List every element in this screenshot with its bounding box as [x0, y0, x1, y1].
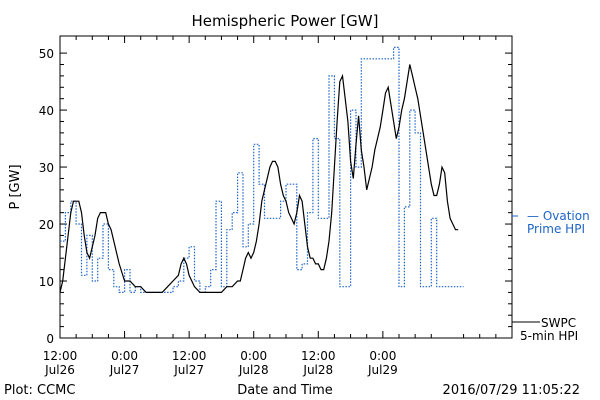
legend-ovation-line2: Prime HPI — [527, 222, 585, 236]
series-swpc-hpi-line — [59, 64, 459, 293]
x-tick-label-date: Jul29 — [367, 363, 398, 377]
x-axis-ticks: 12:00Jul260:00Jul2712:00Jul270:00Jul2812… — [43, 36, 497, 377]
x-tick-label-time: 12:00 — [43, 349, 78, 363]
x-tick-label-date: Jul27 — [173, 363, 204, 377]
y-axis-label: P [GW] — [8, 164, 23, 209]
y-tick-label: 30 — [39, 161, 54, 175]
plot-frame — [59, 35, 513, 339]
y-tick-label: 40 — [39, 104, 54, 118]
y-tick-label: 0 — [46, 332, 54, 346]
chart-title: Hemispheric Power [GW] — [192, 12, 379, 30]
x-tick-label-time: 0:00 — [240, 349, 267, 363]
y-tick-label: 10 — [39, 275, 54, 289]
y-tick-label: 50 — [39, 47, 54, 61]
x-tick-label-date: Jul28 — [302, 363, 333, 377]
x-tick-label-date: Jul27 — [109, 363, 140, 377]
legend-ovation-line1: — Ovation — [527, 209, 590, 223]
x-tick-label-date: Jul26 — [44, 363, 75, 377]
footer-plot-source: Plot: CCMC — [4, 383, 75, 398]
y-tick-label: 20 — [39, 218, 54, 232]
series-layer — [59, 46, 464, 293]
x-tick-label-time: 0:00 — [369, 349, 396, 363]
legend-swpc-line2: 5-min HPI — [520, 329, 578, 343]
x-tick-label-date: Jul28 — [238, 363, 269, 377]
x-tick-label-time: 0:00 — [111, 349, 138, 363]
x-axis-label: Date and Time — [237, 383, 333, 398]
x-tick-label-time: 12:00 — [301, 349, 336, 363]
y-axis-ticks: 0 10 20 30 40 50 — [39, 47, 512, 346]
footer-timestamp: 2016/07/29 11:05:22 — [443, 383, 580, 398]
series-ovation-prime-line — [60, 46, 464, 293]
legend-swpc-line1: SWPC — [541, 316, 576, 330]
x-tick-label-time: 12:00 — [172, 349, 207, 363]
